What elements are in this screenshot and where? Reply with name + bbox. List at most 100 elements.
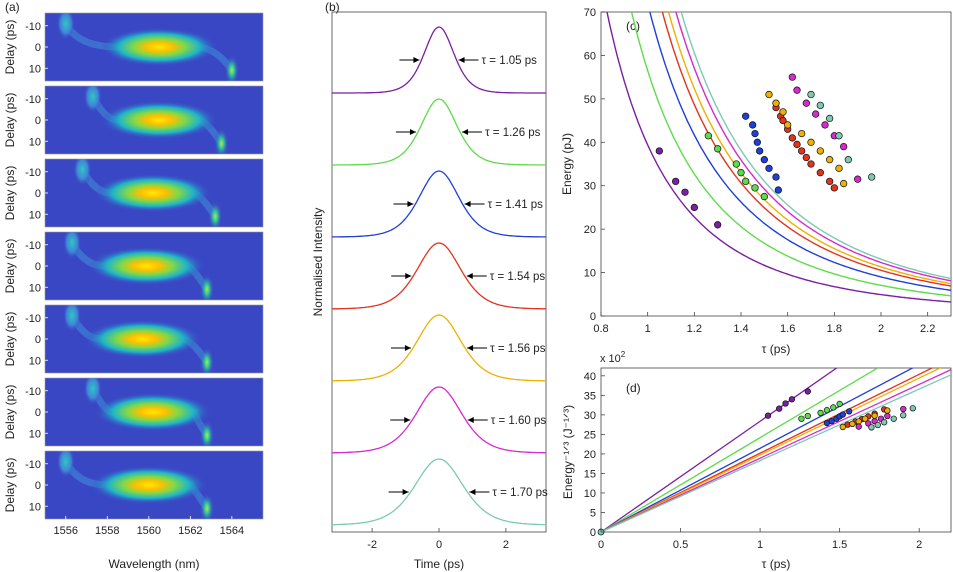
data-point-5 (840, 179, 848, 188)
pulse-trace-1 (332, 26, 546, 94)
data-point-5 (861, 415, 869, 422)
main-lobe (90, 466, 207, 504)
panel-d-scale-exponent: 2 (621, 350, 626, 359)
panel-c-label: (c) (626, 19, 640, 33)
panel-b-traces: τ = 1.05 ps τ = 1.26 ps τ = 1.41 ps τ = 1.5… (331, 26, 548, 526)
data-point-2 (798, 415, 805, 422)
panel-c: (c) 0.8 1 1.2 1.4 1.6 1.8 2 2.2010203040506070 … (560, 7, 952, 356)
data-point-4 (802, 153, 810, 162)
x-tick-label: 1.6 (780, 323, 795, 335)
y-tick-label: 40 (584, 371, 596, 383)
y-tick-label: 0 (35, 115, 41, 127)
fwhm-label: τ = 1.05 ps (482, 55, 538, 67)
side-lobe (62, 305, 81, 332)
data-point-6 (900, 405, 907, 413)
data-point-5 (826, 156, 834, 164)
y-tick-label: 10 (29, 355, 41, 367)
fit-line-2 (601, 368, 879, 532)
panel-a-x-ticks: 1556 1558 1560 1562 1564 (54, 516, 244, 537)
y-tick-label: 35 (584, 390, 596, 402)
y-tick-label: 10 (584, 488, 596, 500)
main-lobe (94, 174, 211, 212)
data-point-2 (760, 192, 768, 201)
panel-c-x-axis-label: τ (ps) (762, 342, 791, 356)
data-point-3 (839, 411, 846, 418)
y-axis-label: Delay (ps) (3, 20, 17, 75)
data-point-3 (760, 156, 768, 164)
y-axis-label: Delay (ps) (3, 458, 17, 513)
data-point-6 (812, 110, 820, 118)
data-point-3 (749, 121, 757, 129)
data-point-5 (884, 407, 891, 414)
panel-b-label: (b) (325, 0, 340, 14)
data-point-7 (868, 424, 875, 431)
data-point-5 (779, 108, 787, 116)
fwhm-arrowhead-left (405, 273, 412, 279)
data-point-7 (826, 114, 834, 123)
panel-b-y-axis-label: Normalised Intensity (311, 208, 325, 317)
data-point-3 (756, 147, 764, 155)
data-point-7 (835, 132, 843, 140)
fit-curve-3 (649, 12, 951, 291)
fwhm-arrowhead-left (407, 201, 414, 207)
main-lobe (101, 28, 218, 66)
side-lobe (56, 451, 75, 478)
data-point-3 (774, 186, 782, 194)
y-tick-label: -10 (25, 167, 41, 179)
panel-d-scale-base: x 10 (600, 353, 621, 365)
panel-b-x-axis-label: Time (ps) (414, 557, 464, 571)
y-tick-label: 0 (35, 42, 41, 54)
y-tick-label: -10 (25, 94, 41, 106)
panel-a: (a) -10 0 10 Delay (ps) -10 0 10 Delay (ps) -10 0… (3, 0, 264, 571)
y-tick-label: 20 (584, 224, 596, 236)
data-point-5 (849, 420, 856, 427)
x-tick-label: 1558 (95, 525, 119, 537)
data-point-7 (807, 90, 815, 99)
main-lobe (88, 247, 205, 285)
x-tick-label: 2 (916, 539, 922, 551)
x-tick-label: 1.8 (827, 323, 842, 335)
data-point-1 (672, 177, 680, 186)
data-point-4 (816, 169, 824, 177)
data-point-3 (742, 112, 750, 120)
data-point-1 (681, 188, 689, 196)
pulse-trace-5 (332, 314, 546, 382)
panel-d-x-axis-label: τ (ps) (762, 557, 791, 571)
fwhm-arrowhead-right (458, 57, 465, 63)
x-tick-label: 1 (757, 539, 763, 551)
data-point-6 (854, 175, 862, 183)
data-point-4 (826, 177, 834, 186)
y-tick-label: 10 (29, 428, 41, 440)
data-point-7 (874, 421, 881, 429)
data-point-6 (821, 121, 829, 129)
data-point-5 (765, 90, 773, 99)
y-tick-label: -10 (25, 386, 41, 398)
y-tick-label: 30 (584, 410, 596, 422)
data-point-4 (793, 140, 801, 149)
data-point-2 (830, 404, 837, 411)
data-point-1 (690, 203, 698, 212)
fwhm-label: τ = 1.54 ps (490, 271, 546, 283)
data-point-7 (890, 415, 897, 422)
data-point-4 (788, 134, 796, 142)
y-tick-label: 70 (584, 7, 596, 19)
fit-curve-1 (606, 12, 951, 303)
fwhm-arrowhead-left (402, 489, 409, 495)
y-tick-label: 10 (29, 63, 41, 75)
x-tick-label: 2 (878, 323, 884, 335)
tail-lobe (208, 201, 223, 227)
data-point-2 (823, 407, 831, 414)
y-tick-label: -10 (25, 459, 41, 471)
pulse-trace-2 (332, 98, 546, 166)
data-point-1 (788, 396, 796, 403)
y-tick-label: 0 (35, 407, 41, 419)
y-tick-label: 10 (29, 209, 41, 221)
y-tick-label: 40 (584, 137, 596, 149)
main-lobe (94, 393, 211, 431)
data-point-3 (765, 164, 773, 172)
panel-c-fit-curves (606, 12, 951, 303)
fwhm-arrowhead-right (467, 417, 474, 423)
